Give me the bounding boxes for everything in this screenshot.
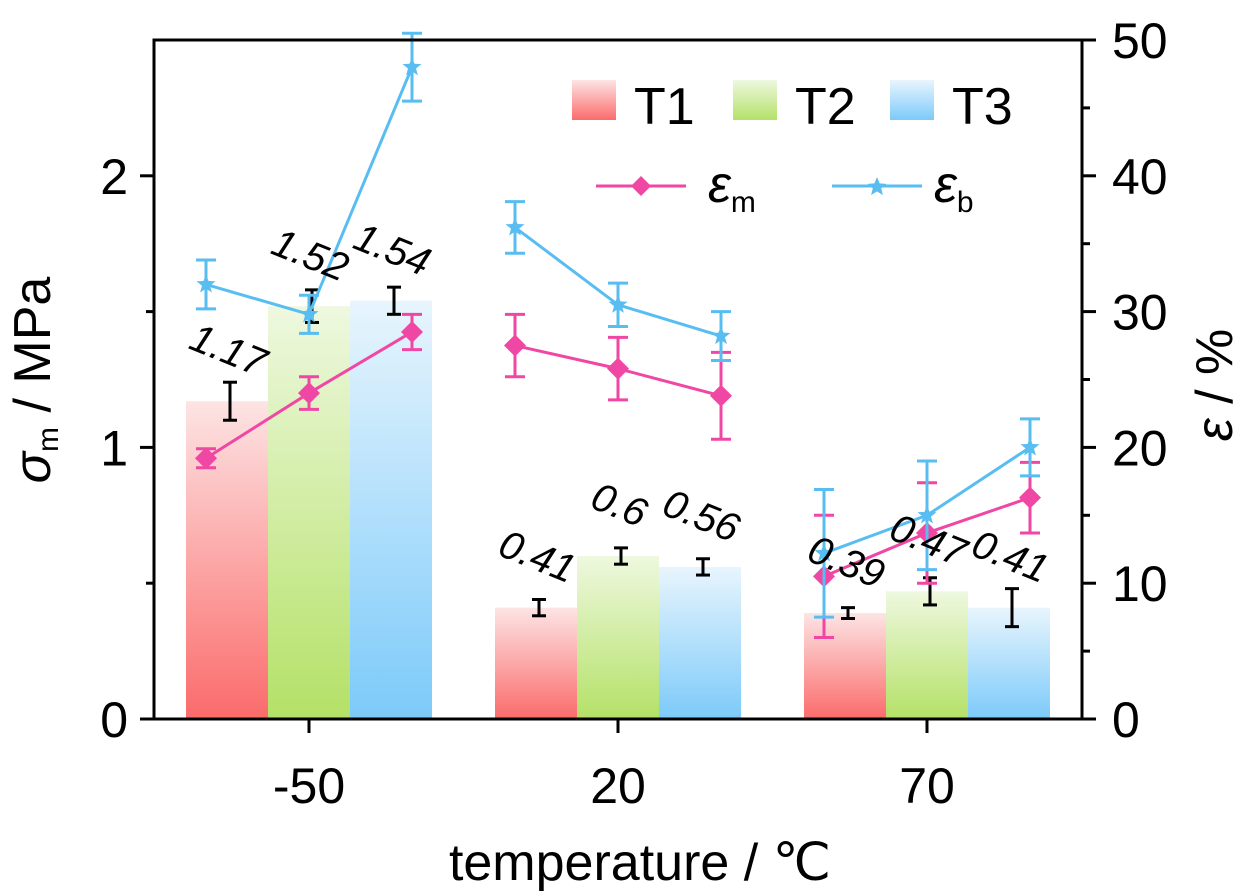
error-bar bbox=[387, 285, 401, 316]
point-marker-diamond bbox=[298, 382, 320, 405]
bar-value-label: 0.41 bbox=[493, 522, 582, 592]
point-marker-diamond bbox=[607, 357, 629, 380]
bar-t3-70 bbox=[968, 607, 1050, 719]
legend-em-symbol: ε bbox=[708, 156, 732, 214]
point-marker-star bbox=[814, 543, 834, 562]
y-right-tick-label: 0 bbox=[1112, 692, 1140, 748]
x-tick-label: -50 bbox=[273, 758, 345, 814]
bar-t1-20 bbox=[495, 607, 577, 719]
error-bar bbox=[532, 597, 546, 618]
point-marker-diamond bbox=[195, 447, 217, 470]
legend-label-t1: T1 bbox=[634, 78, 695, 136]
legend-label-em: εm bbox=[708, 156, 756, 219]
legend-label-eb: εb bbox=[934, 156, 974, 219]
x-tick-label: 70 bbox=[899, 758, 955, 814]
point-marker-diamond bbox=[710, 384, 732, 407]
bar-value-label: 1.52 bbox=[266, 220, 355, 290]
legend-eb-sub: b bbox=[957, 186, 974, 219]
bar-value-label: 0.56 bbox=[657, 481, 746, 551]
bars-layer bbox=[186, 300, 1050, 719]
bar-value-label: 0.6 bbox=[585, 474, 654, 536]
y-right-symbol: ε bbox=[1186, 417, 1244, 441]
y-right-tick-label: 10 bbox=[1112, 556, 1168, 612]
y-axis-right-title: ε / % bbox=[1186, 329, 1244, 441]
x-axis-title: temperature / ℃ bbox=[449, 834, 831, 892]
legend-swatch-t3 bbox=[890, 80, 934, 120]
bar-t2--50 bbox=[268, 306, 350, 719]
legend-label-t2: T2 bbox=[795, 78, 856, 136]
bar-t2-20 bbox=[577, 556, 659, 719]
error-bar bbox=[614, 546, 628, 566]
y-right-unit: / % bbox=[1186, 329, 1244, 419]
error-bar bbox=[223, 380, 237, 422]
point-marker-star bbox=[608, 294, 628, 313]
point-marker-star bbox=[711, 326, 731, 345]
series-ε-m bbox=[195, 312, 1041, 640]
error-bar bbox=[841, 606, 855, 621]
legend-label-t3: T3 bbox=[952, 78, 1013, 136]
y-left-tick-label: 1 bbox=[100, 420, 128, 476]
point-marker-star bbox=[402, 57, 422, 76]
bar-t3--50 bbox=[350, 300, 432, 719]
y-left-unit: / MPa bbox=[4, 277, 62, 427]
legend: T1 T2 T3 εm εb bbox=[572, 78, 1013, 219]
bar-value-label: 0.41 bbox=[966, 522, 1055, 592]
y-right-tick-label: 30 bbox=[1112, 285, 1168, 341]
bar-value-label: 0.47 bbox=[884, 506, 974, 577]
legend-eb-symbol: ε bbox=[934, 156, 958, 214]
point-marker-star bbox=[299, 304, 319, 323]
point-marker-star bbox=[505, 217, 525, 236]
series-ε-b bbox=[196, 31, 1040, 619]
point-marker-star bbox=[1020, 437, 1040, 456]
lines-layer bbox=[195, 31, 1041, 640]
bar-t3-20 bbox=[659, 566, 741, 719]
bar-t2-70 bbox=[886, 591, 968, 719]
y-left-subscript: m bbox=[32, 427, 65, 452]
y-right-tick-label: 20 bbox=[1112, 420, 1168, 476]
point-marker-star bbox=[917, 505, 937, 524]
y-left-tick-label: 0 bbox=[100, 692, 128, 748]
y-left-tick-label: 2 bbox=[100, 149, 128, 205]
point-marker-star bbox=[196, 274, 216, 293]
y-right-tick-label: 40 bbox=[1112, 149, 1168, 205]
bar-error-bars bbox=[223, 285, 1019, 629]
point-marker-diamond bbox=[504, 334, 526, 357]
legend-em-sub: m bbox=[731, 186, 756, 219]
y-left-symbol: σ bbox=[4, 450, 62, 483]
bar-value-label: 1.17 bbox=[184, 315, 274, 386]
legend-swatch-t2 bbox=[733, 80, 777, 120]
y-axis-left-title: σm / MPa bbox=[4, 277, 65, 484]
x-tick-label: 20 bbox=[590, 758, 646, 814]
point-marker-diamond bbox=[401, 320, 423, 343]
bar-t1-70 bbox=[804, 613, 886, 719]
error-bar bbox=[696, 557, 710, 577]
y-right-tick-label: 50 bbox=[1112, 13, 1168, 69]
bar-value-label: 1.54 bbox=[348, 215, 437, 285]
bar-value-label: 0.39 bbox=[802, 527, 891, 597]
point-marker-diamond bbox=[1019, 486, 1041, 509]
legend-marker-eb bbox=[867, 177, 887, 196]
legend-marker-em bbox=[631, 176, 651, 196]
error-bar bbox=[1005, 587, 1019, 629]
legend-swatch-t1 bbox=[572, 80, 616, 120]
